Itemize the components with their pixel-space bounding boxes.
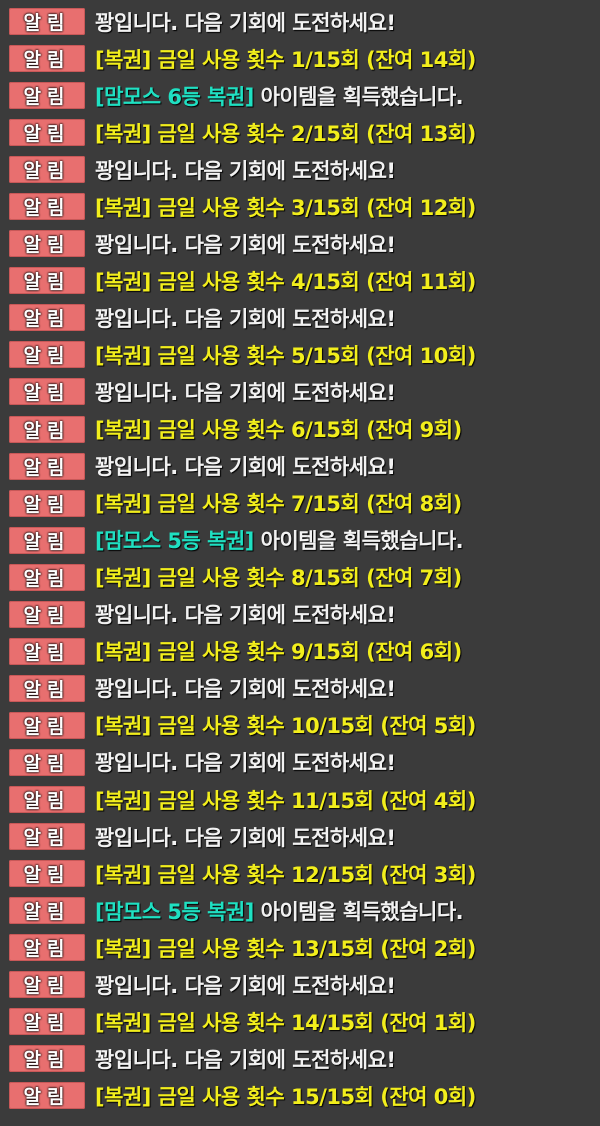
item-message: 아이템을 획득했습니다. xyxy=(253,529,464,554)
notice-badge: 알림 xyxy=(9,8,85,36)
message-text: [맘모스 5등 복권] 아이템을 획득했습니다. xyxy=(95,896,464,926)
message-text: 꽝입니다. 다음 기회에 도전하세요! xyxy=(95,677,396,702)
message-text: [복권] 금일 사용 횟수 6/15회 (잔여 9회) xyxy=(95,418,462,443)
notice-badge: 알림 xyxy=(9,674,85,702)
message-text: [복권] 금일 사용 횟수 2/15회 (잔여 13회) xyxy=(95,121,476,146)
message-text: 꽝입니다. 다음 기회에 도전하세요! xyxy=(95,158,396,183)
chat-message: 알림 [복권] 금일 사용 횟수 5/15회 (잔여 10회) xyxy=(0,336,600,373)
message-text: 꽝입니다. 다음 기회에 도전하세요! xyxy=(95,751,396,776)
message-text: [복권] 금일 사용 횟수 5/15회 (잔여 10회) xyxy=(95,343,476,368)
message-text: [복권] 금일 사용 횟수 10/15회 (잔여 5회) xyxy=(95,714,476,739)
message-text: 꽝입니다. 다음 기회에 도전하세요! xyxy=(95,973,396,998)
notice-badge: 알림 xyxy=(9,600,85,628)
notice-badge: 알림 xyxy=(9,156,85,184)
chat-message: 알림 [복권] 금일 사용 횟수 15/15회 (잔여 0회) xyxy=(0,1077,600,1114)
notice-badge: 알림 xyxy=(9,1045,85,1073)
chat-message: 알림 [복권] 금일 사용 횟수 11/15회 (잔여 4회) xyxy=(0,781,600,818)
notice-badge: 알림 xyxy=(9,415,85,443)
notice-badge: 알림 xyxy=(9,934,85,962)
chat-message: 알림 [복권] 금일 사용 횟수 7/15회 (잔여 8회) xyxy=(0,485,600,522)
notice-badge: 알림 xyxy=(9,1008,85,1036)
notice-badge: 알림 xyxy=(9,230,85,258)
message-text: 꽝입니다. 다음 기회에 도전하세요! xyxy=(95,603,396,628)
message-text: [복권] 금일 사용 횟수 14/15회 (잔여 1회) xyxy=(95,1010,476,1035)
chat-message: 알림 [복권] 금일 사용 횟수 1/15회 (잔여 14회) xyxy=(0,40,600,77)
item-message: 아이템을 획득했습니다. xyxy=(253,899,464,924)
notice-badge: 알림 xyxy=(9,563,85,591)
chat-message: 알림 꽝입니다. 다음 기회에 도전하세요! xyxy=(0,225,600,262)
notice-badge: 알림 xyxy=(9,971,85,999)
chat-message: 알림 꽝입니다. 다음 기회에 도전하세요! xyxy=(0,966,600,1003)
chat-message: 알림 꽝입니다. 다음 기회에 도전하세요! xyxy=(0,744,600,781)
message-text: 꽝입니다. 다음 기회에 도전하세요! xyxy=(95,455,396,480)
message-text: 꽝입니다. 다음 기회에 도전하세요! xyxy=(95,306,396,331)
message-text: [복권] 금일 사용 횟수 3/15회 (잔여 12회) xyxy=(95,195,476,220)
notice-badge: 알림 xyxy=(9,452,85,480)
chat-log: 알림 꽝입니다. 다음 기회에 도전하세요! 알림 [복권] 금일 사용 횟수 1/1… xyxy=(0,3,600,1114)
chat-message: 알림 [맘모스 5등 복권] 아이템을 획득했습니다. xyxy=(0,522,600,559)
message-text: [복권] 금일 사용 횟수 13/15회 (잔여 2회) xyxy=(95,936,476,961)
notice-badge: 알림 xyxy=(9,267,85,295)
message-text: [맘모스 5등 복권] 아이템을 획득했습니다. xyxy=(95,525,464,555)
notice-badge: 알림 xyxy=(9,193,85,221)
chat-message: 알림 [맘모스 6등 복권] 아이템을 획득했습니다. xyxy=(0,77,600,114)
message-text: 꽝입니다. 다음 기회에 도전하세요! xyxy=(95,232,396,257)
chat-message: 알림 꽝입니다. 다음 기회에 도전하세요! xyxy=(0,151,600,188)
message-text: [복권] 금일 사용 횟수 4/15회 (잔여 11회) xyxy=(95,269,476,294)
item-name: [맘모스 5등 복권] xyxy=(95,529,254,554)
notice-badge: 알림 xyxy=(9,526,85,554)
notice-badge: 알림 xyxy=(9,786,85,813)
message-text: [복권] 금일 사용 횟수 9/15회 (잔여 6회) xyxy=(95,640,462,665)
notice-badge: 알림 xyxy=(9,897,85,925)
chat-message: 알림 꽝입니다. 다음 기회에 도전하세요! xyxy=(0,818,600,855)
chat-message: 알림 [맘모스 5등 복권] 아이템을 획득했습니다. xyxy=(0,892,600,929)
chat-message: 알림 꽝입니다. 다음 기회에 도전하세요! xyxy=(0,3,600,40)
chat-message: 알림 [복권] 금일 사용 횟수 2/15회 (잔여 13회) xyxy=(0,114,600,151)
item-name: [맘모스 6등 복권] xyxy=(95,84,254,109)
item-name: [맘모스 5등 복권] xyxy=(95,899,254,924)
chat-message: 알림 꽝입니다. 다음 기회에 도전하세요! xyxy=(0,596,600,633)
notice-badge: 알림 xyxy=(9,45,85,73)
notice-badge: 알림 xyxy=(9,82,85,110)
message-text: [맘모스 6등 복권] 아이템을 획득했습니다. xyxy=(95,81,464,111)
message-text: [복권] 금일 사용 횟수 8/15회 (잔여 7회) xyxy=(95,566,462,591)
notice-badge: 알림 xyxy=(9,637,85,665)
notice-badge: 알림 xyxy=(9,823,85,851)
notice-badge: 알림 xyxy=(9,711,85,739)
message-text: [복권] 금일 사용 횟수 7/15회 (잔여 8회) xyxy=(95,492,462,517)
message-text: [복권] 금일 사용 횟수 12/15회 (잔여 3회) xyxy=(95,862,476,887)
message-text: 꽝입니다. 다음 기회에 도전하세요! xyxy=(95,10,396,35)
chat-message: 알림 [복권] 금일 사용 횟수 10/15회 (잔여 5회) xyxy=(0,707,600,744)
notice-badge: 알림 xyxy=(9,378,85,406)
notice-badge: 알림 xyxy=(9,860,85,888)
chat-message: 알림 [복권] 금일 사용 횟수 14/15회 (잔여 1회) xyxy=(0,1003,600,1040)
chat-message: 알림 꽝입니다. 다음 기회에 도전하세요! xyxy=(0,448,600,485)
chat-message: 알림 [복권] 금일 사용 횟수 12/15회 (잔여 3회) xyxy=(0,855,600,892)
message-text: 꽝입니다. 다음 기회에 도전하세요! xyxy=(95,380,396,405)
message-text: 꽝입니다. 다음 기회에 도전하세요! xyxy=(95,825,396,850)
notice-badge: 알림 xyxy=(9,748,85,776)
chat-message: 알림 꽝입니다. 다음 기회에 도전하세요! xyxy=(0,1040,600,1077)
chat-message: 알림 꽝입니다. 다음 기회에 도전하세요! xyxy=(0,373,600,410)
message-text: 꽝입니다. 다음 기회에 도전하세요! xyxy=(95,1047,396,1072)
message-text: [복권] 금일 사용 횟수 1/15회 (잔여 14회) xyxy=(95,47,476,72)
notice-badge: 알림 xyxy=(9,119,85,147)
notice-badge: 알림 xyxy=(9,489,85,517)
message-text: [복권] 금일 사용 횟수 11/15회 (잔여 4회) xyxy=(95,788,476,813)
chat-message: 알림 [복권] 금일 사용 횟수 6/15회 (잔여 9회) xyxy=(0,411,600,448)
chat-message: 알림 [복권] 금일 사용 횟수 9/15회 (잔여 6회) xyxy=(0,633,600,670)
chat-message: 알림 꽝입니다. 다음 기회에 도전하세요! xyxy=(0,299,600,336)
notice-badge: 알림 xyxy=(9,304,85,332)
chat-message: 알림 꽝입니다. 다음 기회에 도전하세요! xyxy=(0,670,600,707)
chat-message: 알림 [복권] 금일 사용 횟수 8/15회 (잔여 7회) xyxy=(0,559,600,596)
message-text: [복권] 금일 사용 횟수 15/15회 (잔여 0회) xyxy=(95,1084,476,1109)
chat-message: 알림 [복권] 금일 사용 횟수 13/15회 (잔여 2회) xyxy=(0,929,600,966)
item-message: 아이템을 획득했습니다. xyxy=(253,84,464,109)
notice-badge: 알림 xyxy=(9,341,85,369)
chat-message: 알림 [복권] 금일 사용 횟수 4/15회 (잔여 11회) xyxy=(0,262,600,299)
notice-badge: 알림 xyxy=(9,1082,85,1110)
chat-message: 알림 [복권] 금일 사용 횟수 3/15회 (잔여 12회) xyxy=(0,188,600,225)
